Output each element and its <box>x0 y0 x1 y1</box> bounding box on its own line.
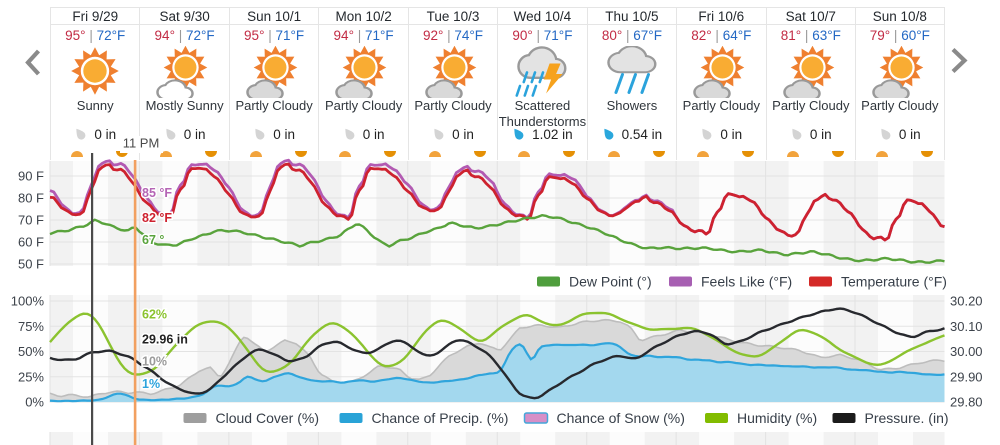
svg-text:50%: 50% <box>18 344 44 359</box>
svg-text:30.20: 30.20 <box>950 294 983 309</box>
svg-text:Temperature (°F): Temperature (°F) <box>841 274 947 290</box>
svg-text:11 PM: 11 PM <box>123 136 160 151</box>
svg-text:30.10: 30.10 <box>950 319 983 334</box>
svg-text:70 F: 70 F <box>18 213 44 228</box>
svg-text:Dew Point (°): Dew Point (°) <box>569 274 652 290</box>
svg-text:90 F: 90 F <box>18 169 44 184</box>
svg-text:10%: 10% <box>142 355 167 369</box>
svg-text:0%: 0% <box>25 395 44 410</box>
svg-text:30.00: 30.00 <box>950 344 983 359</box>
svg-text:29.90: 29.90 <box>950 369 983 384</box>
svg-text:Chance of Precip. (%): Chance of Precip. (%) <box>372 410 509 426</box>
svg-text:29.96 in: 29.96 in <box>142 333 188 347</box>
svg-text:75%: 75% <box>18 319 44 334</box>
svg-text:25%: 25% <box>18 369 44 384</box>
svg-text:Chance of Snow (%): Chance of Snow (%) <box>557 410 685 426</box>
svg-text:80 F: 80 F <box>18 191 44 206</box>
svg-text:62%: 62% <box>142 308 167 322</box>
svg-text:82 °F: 82 °F <box>142 211 172 225</box>
svg-text:Pressure. (in): Pressure. (in) <box>865 410 949 426</box>
svg-text:67 °: 67 ° <box>142 233 164 247</box>
svg-text:100%: 100% <box>11 294 45 309</box>
svg-text:60 F: 60 F <box>18 235 44 250</box>
svg-text:85 °F: 85 °F <box>142 186 172 200</box>
svg-text:29.80: 29.80 <box>950 395 983 410</box>
svg-text:50 F: 50 F <box>18 257 44 272</box>
svg-text:Humidity (%): Humidity (%) <box>737 410 817 426</box>
svg-text:1%: 1% <box>142 377 160 391</box>
svg-text:Feels Like (°F): Feels Like (°F) <box>701 274 792 290</box>
svg-text:Cloud Cover (%): Cloud Cover (%) <box>216 410 319 426</box>
